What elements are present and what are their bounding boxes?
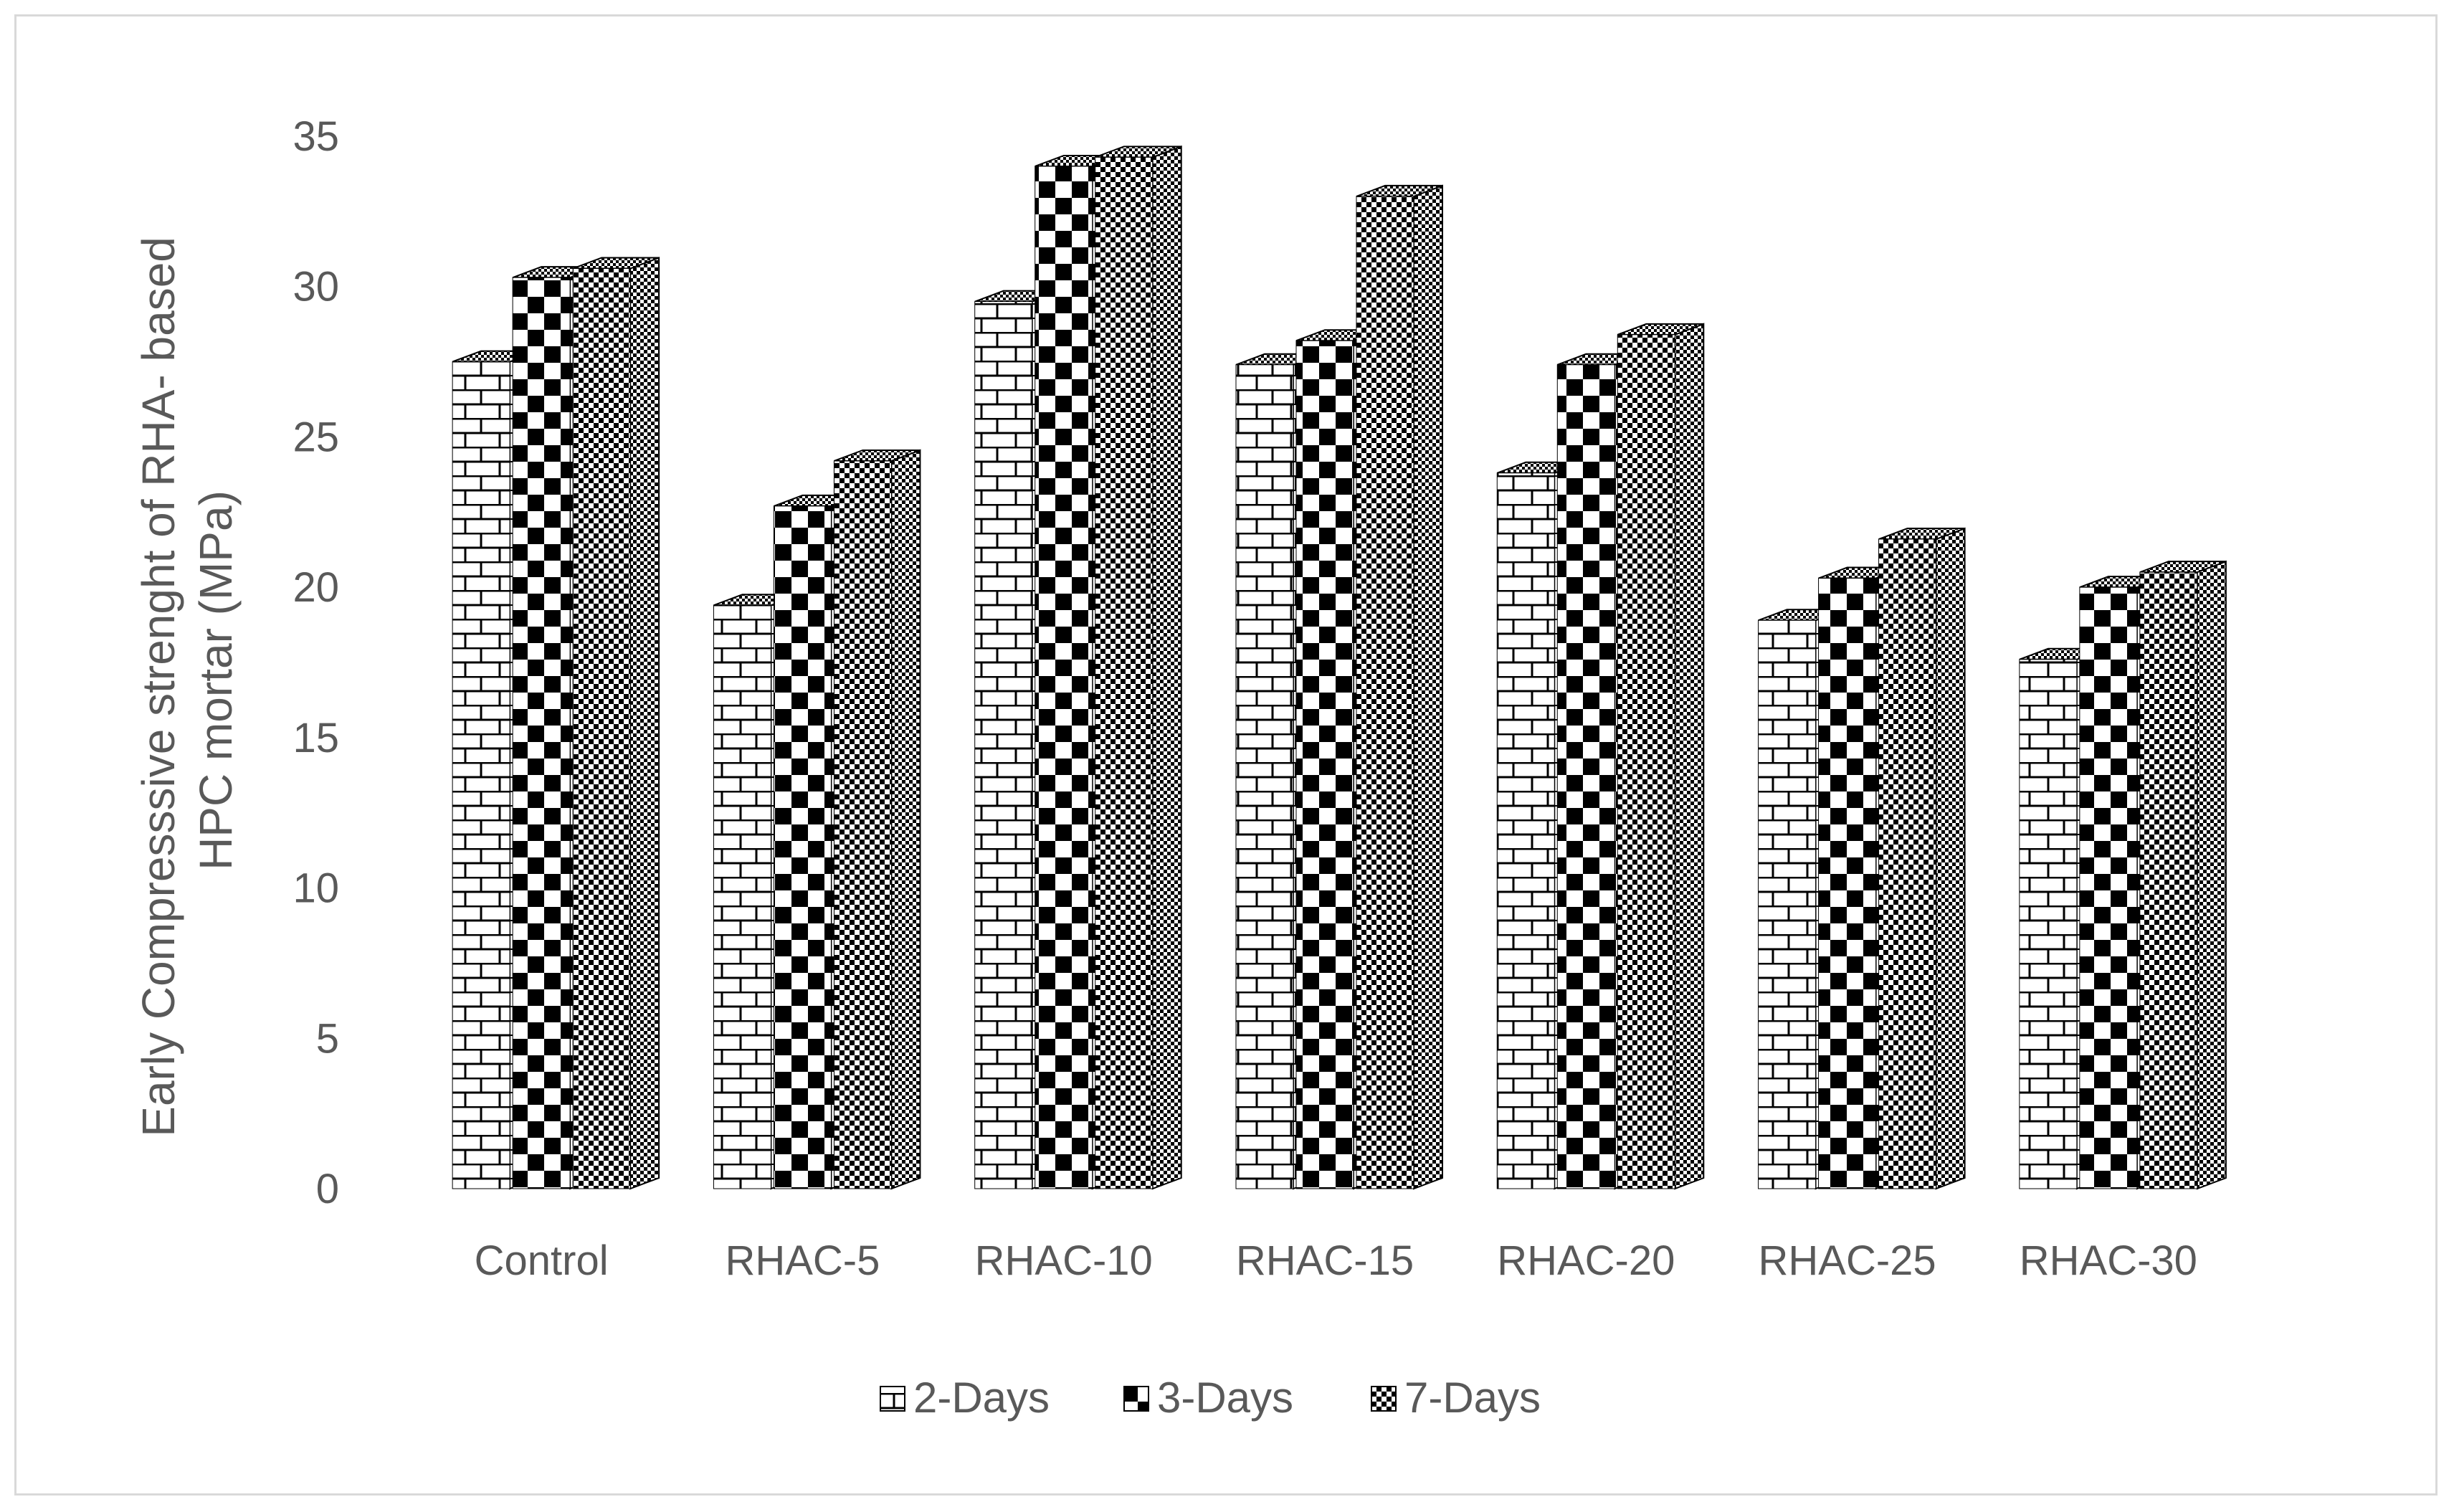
bar-front-face [833,460,892,1189]
bar-side-face [1151,145,1182,1190]
bar-front-face [1035,166,1093,1189]
y-axis-title-line-1: Early Compresssive strenght of RHA- base… [133,237,184,1137]
bar-group-rhac-5 [713,449,921,1190]
legend-swatch [1371,1386,1397,1412]
legend-swatch [1123,1386,1149,1412]
chart-frame: 0 5 10 15 20 25 30 35 Control RHAC-5 RHAC-10 RHAC-… [14,14,2438,1496]
bar-group-control [452,257,660,1190]
y-tick-label: 35 [293,113,339,160]
legend: 2-Days 3-Days 7-Days [880,1374,1541,1422]
y-axis-title-line-2: HPC mortar (MPa) [190,490,242,870]
y-tick-label: 15 [293,715,339,761]
bars-layer [452,145,2227,1190]
x-tick-label: RHAC-15 [1236,1237,1414,1284]
bar-group-rhac-25 [1758,527,1966,1190]
bar-side-face [1413,184,1443,1190]
bar-front-face [1095,156,1154,1189]
legend-label: 2-Days [913,1374,1050,1422]
legend-swatch [880,1386,905,1412]
bar-front-face [1758,619,1817,1189]
x-tick-label: RHAC-25 [1758,1237,1936,1284]
bar-front-face [1617,334,1675,1189]
legend-label: 7-Days [1404,1374,1541,1422]
legend-label: 3-Days [1157,1374,1293,1422]
bar-front-face [1496,472,1555,1189]
bar-front-face [1295,340,1354,1189]
bar-front-face [1818,578,1877,1189]
x-tick-label: RHAC-5 [725,1237,880,1284]
x-axis-ticks: Control RHAC-5 RHAC-10 RHAC-15 RHAC-20 RHAC-2… [475,1237,2197,1284]
bar-front-face [1556,364,1615,1189]
bar-control-7-days [572,257,660,1190]
bar-rhac-20-7-days [1617,323,1705,1190]
y-tick-label: 25 [293,414,339,460]
y-tick-label: 30 [293,264,339,310]
bar-group-rhac-30 [2019,560,2227,1190]
y-tick-label: 20 [293,564,339,611]
chart-svg: 0 5 10 15 20 25 30 35 Control RHAC-5 RHAC-10 RHAC-… [133,113,2227,1422]
bar-side-face [1935,527,1966,1190]
bar-front-face [1356,196,1414,1189]
bar-front-face [773,505,832,1189]
bar-side-face [890,449,921,1190]
bar-group-rhac-10 [974,145,1182,1190]
bar-front-face [452,361,510,1189]
bar-rhac-25-7-days [1878,527,1966,1190]
bar-front-face [1235,364,1294,1189]
bar-side-face [1674,323,1705,1190]
legend-item-2-days: 2-Days [880,1374,1050,1422]
bar-rhac-5-7-days [833,449,921,1190]
bar-group-rhac-20 [1496,323,1705,1190]
bar-rhac-30-7-days [2139,560,2227,1190]
legend-item-3-days: 3-Days [1123,1374,1293,1422]
bar-front-face [512,277,571,1189]
bar-side-face [629,257,660,1190]
x-tick-label: RHAC-20 [1497,1237,1675,1284]
bar-group-rhac-15 [1235,184,1443,1190]
y-axis-title: Early Compresssive strenght of RHA- base… [133,224,242,1136]
bar-front-face [572,268,631,1189]
bar-side-face [2196,560,2227,1190]
x-tick-label: RHAC-10 [975,1237,1153,1284]
y-axis-ticks: 0 5 10 15 20 25 30 35 [293,113,339,1212]
y-tick-label: 10 [293,865,339,912]
bar-front-face [2019,659,2078,1189]
bar-front-face [2139,571,2198,1189]
y-tick-label: 0 [316,1166,339,1212]
bar-front-face [713,604,771,1189]
bar-rhac-10-7-days [1095,145,1182,1190]
bar-front-face [2079,586,2138,1189]
x-tick-label: RHAC-30 [2020,1237,2197,1284]
bar-front-face [1878,538,1937,1189]
y-tick-label: 5 [316,1015,339,1062]
bar-rhac-15-7-days [1356,184,1443,1190]
bar-front-face [974,301,1033,1189]
x-tick-label: Control [475,1237,609,1284]
legend-item-7-days: 7-Days [1371,1374,1541,1422]
